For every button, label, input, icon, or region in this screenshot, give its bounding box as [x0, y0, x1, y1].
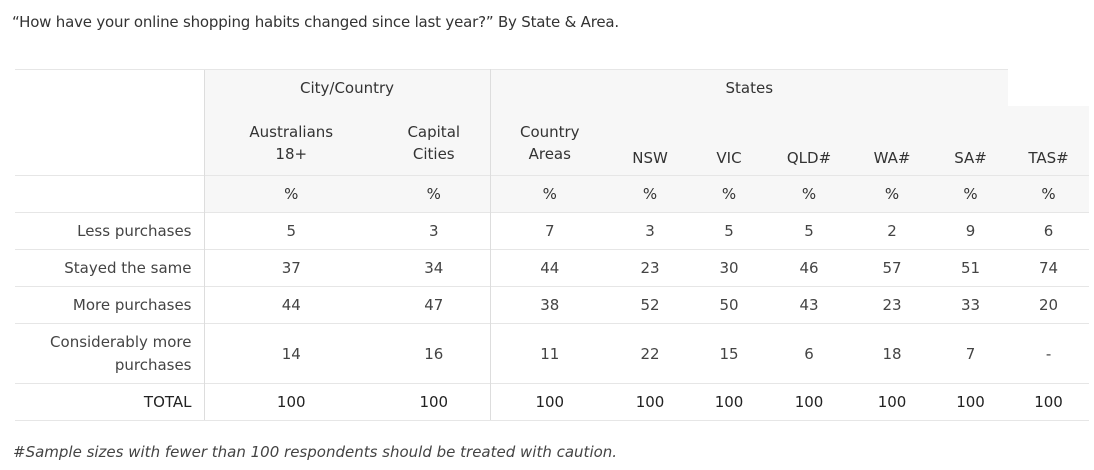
- unit-cell: %: [691, 175, 768, 213]
- table-cell: 100: [1008, 383, 1090, 421]
- table-cell: 3: [378, 212, 491, 250]
- table-cell: 5: [691, 212, 768, 250]
- table-cell: 2: [851, 212, 934, 250]
- column-header-line2: QLD#: [786, 149, 832, 167]
- column-header: SA#: [933, 106, 1009, 176]
- unit-cell: %: [490, 175, 610, 213]
- row-label: TOTAL: [15, 383, 204, 421]
- footnote: #Sample sizes with fewer than 100 respon…: [13, 443, 618, 461]
- table-cell: 100: [609, 383, 692, 421]
- corner-cell: [15, 69, 204, 106]
- column-header-line2: 18+: [275, 144, 308, 163]
- column-header: WA#: [851, 106, 934, 176]
- table-cell: 47: [378, 286, 491, 324]
- table-cell: 34: [378, 249, 491, 287]
- table-cell: 20: [1008, 286, 1090, 324]
- table-cell: 38: [490, 286, 610, 324]
- table-cell: 46: [767, 249, 852, 287]
- column-header: QLD#: [767, 106, 852, 176]
- unit-cell: %: [203, 175, 378, 213]
- table-cell: 51: [933, 249, 1009, 287]
- column-header-line2: Areas: [528, 144, 571, 163]
- table-cell: 9: [933, 212, 1009, 250]
- row-label: Stayed the same: [15, 249, 204, 287]
- table-row: More purchases 44 47 38 52 50 43 23 33 20: [15, 286, 1090, 324]
- table-cell: 5: [203, 212, 378, 250]
- column-header-line1: Australians: [249, 122, 334, 141]
- table-cell: 100: [691, 383, 768, 421]
- table-cell: 16: [378, 323, 491, 384]
- row-label: Considerably more purchases: [15, 323, 204, 384]
- table-cell: 100: [203, 383, 378, 421]
- table-title: “How have your online shopping habits ch…: [12, 13, 619, 31]
- table-cell: 5: [767, 212, 852, 250]
- column-header-line2: VIC: [716, 149, 742, 167]
- table-cell: 11: [490, 323, 610, 384]
- column-header-line2: TAS#: [1028, 149, 1069, 167]
- unit-row: %%%%%%%%%: [15, 175, 1090, 213]
- column-header-line1: Capital: [407, 122, 461, 141]
- column-header-line2: WA#: [873, 149, 911, 167]
- table-cell: 23: [851, 286, 934, 324]
- column-header: VIC: [691, 106, 768, 176]
- table-cell: 14: [203, 323, 378, 384]
- table-cell: 100: [378, 383, 491, 421]
- table-cell: 100: [851, 383, 934, 421]
- table-cell: 7: [933, 323, 1009, 384]
- column-header-line1: Country: [519, 122, 580, 141]
- table-cell: 3: [609, 212, 692, 250]
- group-header-states: States: [490, 69, 1009, 106]
- table-cell: 37: [203, 249, 378, 287]
- row-label: Less purchases: [15, 212, 204, 250]
- table-cell: 44: [203, 286, 378, 324]
- unit-cell: %: [609, 175, 692, 213]
- unit-cell: %: [1008, 175, 1090, 213]
- column-header: NSW: [609, 106, 692, 176]
- unit-cell: %: [851, 175, 934, 213]
- table-cell: 7: [490, 212, 610, 250]
- table-cell: 33: [933, 286, 1009, 324]
- table-body: Less purchases 5 3 7 3 5 5 2 9 6 Stayed the same 37…: [15, 212, 1090, 421]
- survey-table: City/Country States Australians 18+ Capita…: [15, 69, 1090, 421]
- table-cell: 100: [933, 383, 1009, 421]
- row-label: More purchases: [15, 286, 204, 324]
- table-cell: 18: [851, 323, 934, 384]
- column-header-line2: Cities: [412, 144, 455, 163]
- unit-cell: %: [933, 175, 1009, 213]
- table-cell: -: [1008, 323, 1090, 384]
- column-header-line2: NSW: [632, 149, 668, 167]
- table-row: TOTAL 100 100 100 100 100 100 100 100 100: [15, 383, 1090, 421]
- unit-row-label: [15, 175, 204, 213]
- table-cell: 22: [609, 323, 692, 384]
- unit-cell: %: [767, 175, 852, 213]
- table-cell: 74: [1008, 249, 1090, 287]
- table-cell: 15: [691, 323, 768, 384]
- table-cell: 6: [1008, 212, 1090, 250]
- column-header-row: Australians 18+ Capital Cities Country Areas N…: [15, 106, 1090, 176]
- table-cell: 44: [490, 249, 610, 287]
- row-label-header: [15, 106, 204, 176]
- table-row: Stayed the same 37 34 44 23 30 46 57 51 74: [15, 249, 1090, 287]
- table-cell: 50: [691, 286, 768, 324]
- column-header: Country Areas: [490, 106, 610, 176]
- table-cell: 100: [767, 383, 852, 421]
- column-header: TAS#: [1008, 106, 1090, 176]
- unit-cell: %: [378, 175, 491, 213]
- column-header: Australians 18+: [203, 106, 378, 176]
- table-cell: 23: [609, 249, 692, 287]
- table-cell: 57: [851, 249, 934, 287]
- group-header-gap: [1008, 69, 1090, 106]
- column-header-line2: SA#: [954, 149, 987, 167]
- table-cell: 100: [490, 383, 610, 421]
- table-cell: 30: [691, 249, 768, 287]
- column-header: Capital Cities: [378, 106, 491, 176]
- table-cell: 6: [767, 323, 852, 384]
- table-cell: 43: [767, 286, 852, 324]
- table-row: Considerably more purchases 14 16 11 22 15 6 18…: [15, 323, 1090, 384]
- table-row: Less purchases 5 3 7 3 5 5 2 9 6: [15, 212, 1090, 250]
- table-cell: 52: [609, 286, 692, 324]
- group-header-city-country: City/Country: [203, 69, 491, 106]
